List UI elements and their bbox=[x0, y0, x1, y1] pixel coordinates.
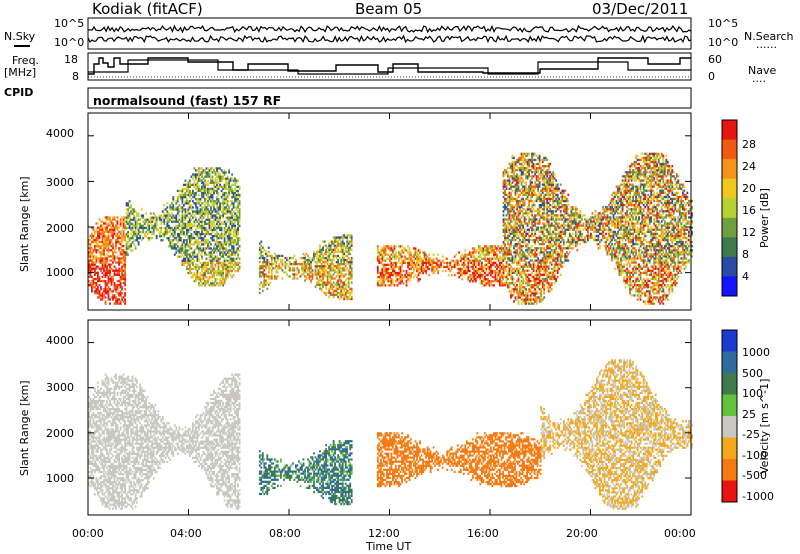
power-colorbar-swatch-4 bbox=[722, 198, 737, 218]
velocity-panel-frame bbox=[88, 320, 691, 515]
power-cbar-tick-12: 12 bbox=[742, 226, 756, 239]
freq-trace bbox=[88, 58, 691, 74]
freq-unit-label: [MHz] bbox=[4, 66, 36, 79]
velocity-colorbar-swatch-1 bbox=[722, 352, 737, 374]
power-colorbar-swatch-6 bbox=[722, 237, 737, 257]
xtick-0800: 08:00 bbox=[269, 527, 301, 540]
power-echo-region-4 bbox=[503, 153, 693, 305]
power-cbar-tick-24: 24 bbox=[742, 160, 756, 173]
power-cbar-tick-4: 4 bbox=[742, 270, 749, 283]
velocity-colorbar-swatch-5 bbox=[722, 438, 737, 460]
freq-panel-frame bbox=[88, 53, 691, 80]
velocity-echo-region-0 bbox=[88, 374, 241, 510]
velocity-colorbar-swatch-3 bbox=[722, 395, 737, 417]
nave-right-tick-bottom: 0 bbox=[708, 70, 715, 83]
velocity-ytick-1000: 1000 bbox=[46, 472, 74, 485]
power-echo-region-3 bbox=[377, 245, 504, 286]
power-colorbar-swatch-2 bbox=[722, 159, 737, 179]
velocity-echo-region-1 bbox=[259, 440, 353, 505]
velocity-echo-region-3 bbox=[540, 359, 693, 510]
velocity-cbar-tick-neg1000: -1000 bbox=[742, 490, 774, 503]
xtick-1600: 16:00 bbox=[467, 527, 499, 540]
power-colorbar-frame bbox=[722, 120, 737, 296]
velocity-colorbar-swatch-2 bbox=[722, 373, 737, 395]
cpid-mode-text: normalsound (fast) 157 RF bbox=[93, 93, 281, 108]
xtick-2000: 20:00 bbox=[566, 527, 598, 540]
power-ytick-1000: 1000 bbox=[46, 266, 74, 279]
xtick-0000a: 00:00 bbox=[72, 527, 104, 540]
power-ytick-4000: 4000 bbox=[46, 127, 74, 140]
freq-left-tick-bottom: 8 bbox=[72, 70, 79, 83]
beam-title: Beam 05 bbox=[355, 0, 422, 18]
power-ytick-2000: 2000 bbox=[46, 222, 74, 235]
noise-right-tick-bottom: 10^0 bbox=[708, 36, 738, 49]
power-echo-region-2 bbox=[259, 234, 353, 300]
velocity-ytick-2000: 2000 bbox=[46, 427, 74, 440]
power-colorbar-swatch-7 bbox=[722, 257, 737, 277]
power-cbar-tick-28: 28 bbox=[742, 138, 756, 151]
nsky-line bbox=[14, 45, 30, 47]
velocity-cbar-tick-25: 25 bbox=[742, 408, 756, 421]
velocity-colorbar-swatch-4 bbox=[722, 416, 737, 438]
xtick-0000b: 00:00 bbox=[664, 527, 696, 540]
velocity-echo-region-2 bbox=[377, 432, 542, 487]
power-cbar-tick-16: 16 bbox=[742, 204, 756, 217]
noise-panel-frame bbox=[88, 18, 691, 49]
power-echo-region-0 bbox=[88, 216, 126, 304]
power-colorbar-swatch-1 bbox=[722, 140, 737, 160]
power-colorbar-swatch-3 bbox=[722, 179, 737, 199]
nave-trace bbox=[88, 60, 691, 74]
power-ytick-3000: 3000 bbox=[46, 176, 74, 189]
power-cbar-tick-20: 20 bbox=[742, 182, 756, 195]
velocity-colorbar-frame bbox=[722, 330, 737, 502]
noise-right-tick-top: 10^5 bbox=[708, 17, 738, 30]
power-colorbar-swatch-8 bbox=[722, 276, 737, 296]
nsky-label: N.Sky bbox=[4, 30, 35, 43]
velocity-colorbar-swatch-0 bbox=[722, 330, 737, 352]
velocity-colorbar-label: Velocity [m s^-1] bbox=[758, 379, 771, 474]
velocity-ytick-4000: 4000 bbox=[46, 334, 74, 347]
noise-sky-trace bbox=[88, 26, 691, 32]
velocity-ytick-3000: 3000 bbox=[46, 381, 74, 394]
nsearch-dots: ...... bbox=[756, 38, 777, 51]
power-cbar-tick-8: 8 bbox=[742, 248, 749, 261]
noise-left-tick-top: 10^5 bbox=[54, 17, 84, 30]
xtick-0400: 04:00 bbox=[170, 527, 202, 540]
xaxis-label: Time UT bbox=[366, 540, 411, 553]
noise-left-tick-bottom: 10^0 bbox=[54, 36, 84, 49]
noise-search-trace bbox=[88, 36, 691, 42]
power-colorbar-swatch-0 bbox=[722, 120, 737, 140]
velocity-cbar-tick-1000: 1000 bbox=[742, 346, 770, 359]
power-colorbar-swatch-5 bbox=[722, 218, 737, 238]
power-echo-region-1 bbox=[126, 167, 241, 286]
nave-dots: .... bbox=[752, 72, 766, 85]
velocity-ylabel: Slant Range [km] bbox=[18, 380, 31, 476]
nave-right-tick-top: 60 bbox=[708, 53, 722, 66]
date-title: 03/Dec/2011 bbox=[592, 0, 688, 18]
station-title: Kodiak (fitACF) bbox=[92, 0, 203, 18]
freq-left-tick-top: 18 bbox=[64, 53, 78, 66]
power-panel-frame bbox=[88, 113, 691, 310]
cpid-label: CPID bbox=[4, 86, 33, 99]
velocity-colorbar-swatch-7 bbox=[722, 481, 737, 503]
power-colorbar-label: Power [dB] bbox=[758, 188, 771, 248]
velocity-colorbar-swatch-6 bbox=[722, 459, 737, 481]
xtick-1200: 12:00 bbox=[368, 527, 400, 540]
power-ylabel: Slant Range [km] bbox=[18, 176, 31, 272]
